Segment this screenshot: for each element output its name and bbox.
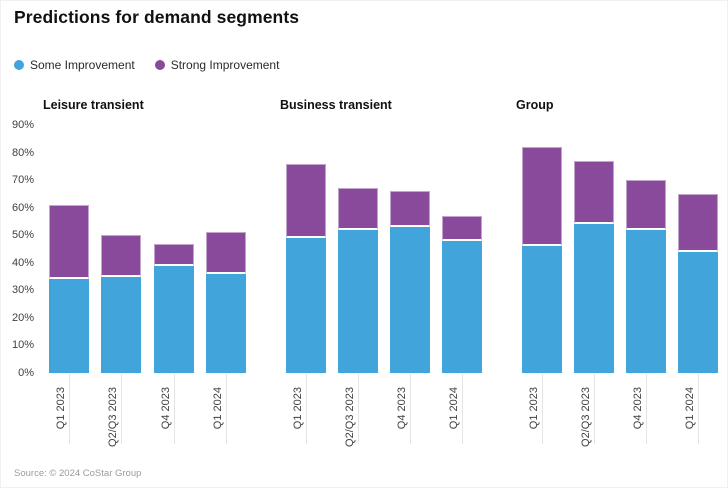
legend-label: Strong Improvement <box>170 58 280 72</box>
segment-strong-improvement <box>153 243 194 266</box>
bar-q4-2023 <box>626 180 666 373</box>
chart-business-transient: Business transient Q1 2023 Q2/Q3 2023 Q4 20… <box>280 91 482 487</box>
y-axis-tick-label: 40% <box>11 256 34 269</box>
x-axis-label: Q2/Q3 2023 <box>344 387 356 447</box>
chart-subtitle: Group <box>516 98 554 112</box>
segment-strong-improvement <box>678 193 718 252</box>
x-axis-tick-line <box>594 374 595 444</box>
segment-strong-improvement <box>390 191 430 227</box>
x-axis-label: Q4 2023 <box>632 387 644 430</box>
segment-some-improvement <box>206 273 246 373</box>
x-axis-label: Q1 2023 <box>55 387 67 430</box>
y-axis-tick-label: 90% <box>11 119 34 131</box>
legend-label: Some Improvement <box>30 58 135 72</box>
x-axis-label: Q1 2024 <box>448 387 460 430</box>
chart-group: Group Q1 2023 Q2/Q3 2023 Q4 2023 Q1 2024 <box>516 91 718 487</box>
x-axis-label: Q4 2023 <box>396 387 408 430</box>
segment-some-improvement <box>153 265 194 373</box>
chart-subtitle: Leisure transient <box>43 98 144 112</box>
x-axis-tick-line <box>410 374 411 444</box>
chart-title: Predictions for demand segments <box>14 7 300 27</box>
bar-q2-q3-2023 <box>574 160 614 373</box>
y-axis-tick-label: 60% <box>11 201 34 214</box>
source-attribution: Source: © 2024 CoStar Group <box>14 468 142 479</box>
legend-swatch-strong-improvement-icon <box>154 60 165 70</box>
segment-some-improvement <box>522 246 562 373</box>
legend-item-some-improvement: Some Improvement <box>14 58 135 72</box>
y-axis-tick-label: 50% <box>11 229 34 242</box>
x-axis-tick-line <box>358 374 359 444</box>
segment-some-improvement <box>101 276 142 373</box>
x-axis-label: Q1 2023 <box>528 387 540 430</box>
segment-strong-improvement <box>206 232 246 274</box>
segment-some-improvement <box>442 240 482 373</box>
segment-strong-improvement <box>574 160 614 225</box>
segment-some-improvement <box>574 224 614 373</box>
bar-q1-2024 <box>206 232 246 373</box>
legend-item-strong-improvement: Strong Improvement <box>154 58 280 72</box>
y-axis-tick-label: 70% <box>11 174 34 187</box>
legend: Some Improvement Strong Improvement <box>14 58 279 72</box>
x-axis-label: Q4 2023 <box>159 387 172 430</box>
x-axis-tick-line <box>462 374 463 444</box>
bar-q1-2024 <box>678 193 718 373</box>
x-axis-label: Q1 2024 <box>212 387 224 430</box>
plot-area <box>522 125 718 373</box>
segment-strong-improvement <box>522 147 562 247</box>
bar-q4-2023 <box>390 191 430 373</box>
bar-q1-2023 <box>49 204 89 373</box>
segment-some-improvement <box>286 237 326 373</box>
segment-strong-improvement <box>286 163 326 238</box>
x-axis-tick-line <box>542 374 543 444</box>
bar-q4-2023 <box>153 243 194 374</box>
bar-q1-2023 <box>286 163 326 373</box>
x-axis-tick-line <box>698 374 699 444</box>
y-axis-tick-label: 30% <box>11 284 34 297</box>
x-axis-tick-line <box>69 374 70 444</box>
x-axis-tick-line <box>173 374 175 444</box>
segment-some-improvement <box>626 229 666 373</box>
bar-q1-2023 <box>522 147 562 373</box>
plot-area <box>286 125 482 373</box>
y-axis-tick-label: 80% <box>11 146 34 159</box>
bar-q1-2024 <box>442 215 482 373</box>
legend-swatch-some-improvement-icon <box>14 60 24 70</box>
x-axis-label: Q1 2024 <box>684 387 696 430</box>
segment-some-improvement <box>390 226 430 373</box>
x-axis-label: Q2/Q3 2023 <box>580 387 592 447</box>
segment-strong-improvement <box>626 180 666 230</box>
x-axis-tick-line <box>121 374 123 444</box>
segment-strong-improvement <box>338 188 378 230</box>
bar-q2-q3-2023 <box>101 235 142 373</box>
x-axis-label: Q2/Q3 2023 <box>107 387 120 447</box>
x-axis-tick-line <box>646 374 647 444</box>
chart-subtitle: Business transient <box>280 98 392 112</box>
segment-strong-improvement <box>442 215 482 241</box>
segment-strong-improvement <box>101 235 142 277</box>
segment-some-improvement <box>338 229 378 373</box>
bar-q2-q3-2023 <box>338 188 378 373</box>
y-axis-tick-label: 0% <box>18 367 34 379</box>
x-axis-tick-line <box>226 374 227 444</box>
x-axis-label: Q1 2023 <box>292 387 304 430</box>
chart-leisure-transient: Leisure transient Q1 2023 Q2/Q3 2023 Q4 202… <box>43 91 246 487</box>
segment-some-improvement <box>678 251 718 373</box>
x-axis-tick-line <box>306 374 307 444</box>
y-axis-tick-label: 10% <box>11 339 34 352</box>
plot-area <box>49 125 246 373</box>
segment-some-improvement <box>49 279 89 373</box>
segment-strong-improvement <box>49 204 89 280</box>
y-axis-tick-label: 20% <box>11 311 34 324</box>
